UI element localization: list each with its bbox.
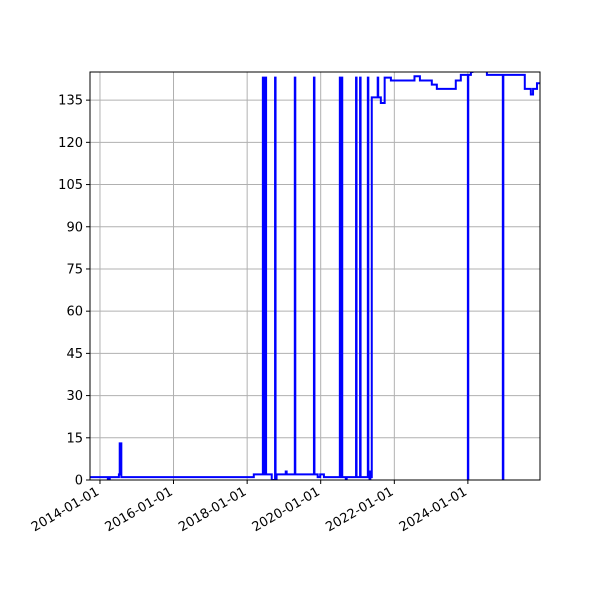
y-tick-label: 105 <box>58 178 83 193</box>
y-tick-label: 120 <box>58 136 83 151</box>
y-tick-label: 90 <box>66 220 83 235</box>
x-tick-label: 2016-01-01 <box>103 484 176 535</box>
plot-frame <box>89 71 541 481</box>
x-tick-label: 2018-01-01 <box>176 484 249 535</box>
x-tick-label: 2024-01-01 <box>397 484 470 535</box>
y-axis: 0 15 30 45 60 75 90 105 120 135 <box>58 94 90 489</box>
x-tick-label: 2022-01-01 <box>323 484 396 535</box>
x-tick-label: 2014-01-01 <box>29 484 102 535</box>
x-axis: 2014-01-01 2016-01-01 2018-01-01 2020-01-01… <box>29 480 470 535</box>
series-line <box>90 72 540 480</box>
y-tick-label: 135 <box>58 94 83 109</box>
y-tick-label: 75 <box>66 262 83 277</box>
y-tick-label: 30 <box>66 389 83 404</box>
y-tick-label: 45 <box>66 347 83 362</box>
y-tick-label: 0 <box>75 474 83 489</box>
y-tick-label: 60 <box>66 305 83 320</box>
x-tick-label: 2020-01-01 <box>250 484 323 535</box>
series-group <box>90 72 540 480</box>
y-tick-label: 15 <box>66 431 83 446</box>
